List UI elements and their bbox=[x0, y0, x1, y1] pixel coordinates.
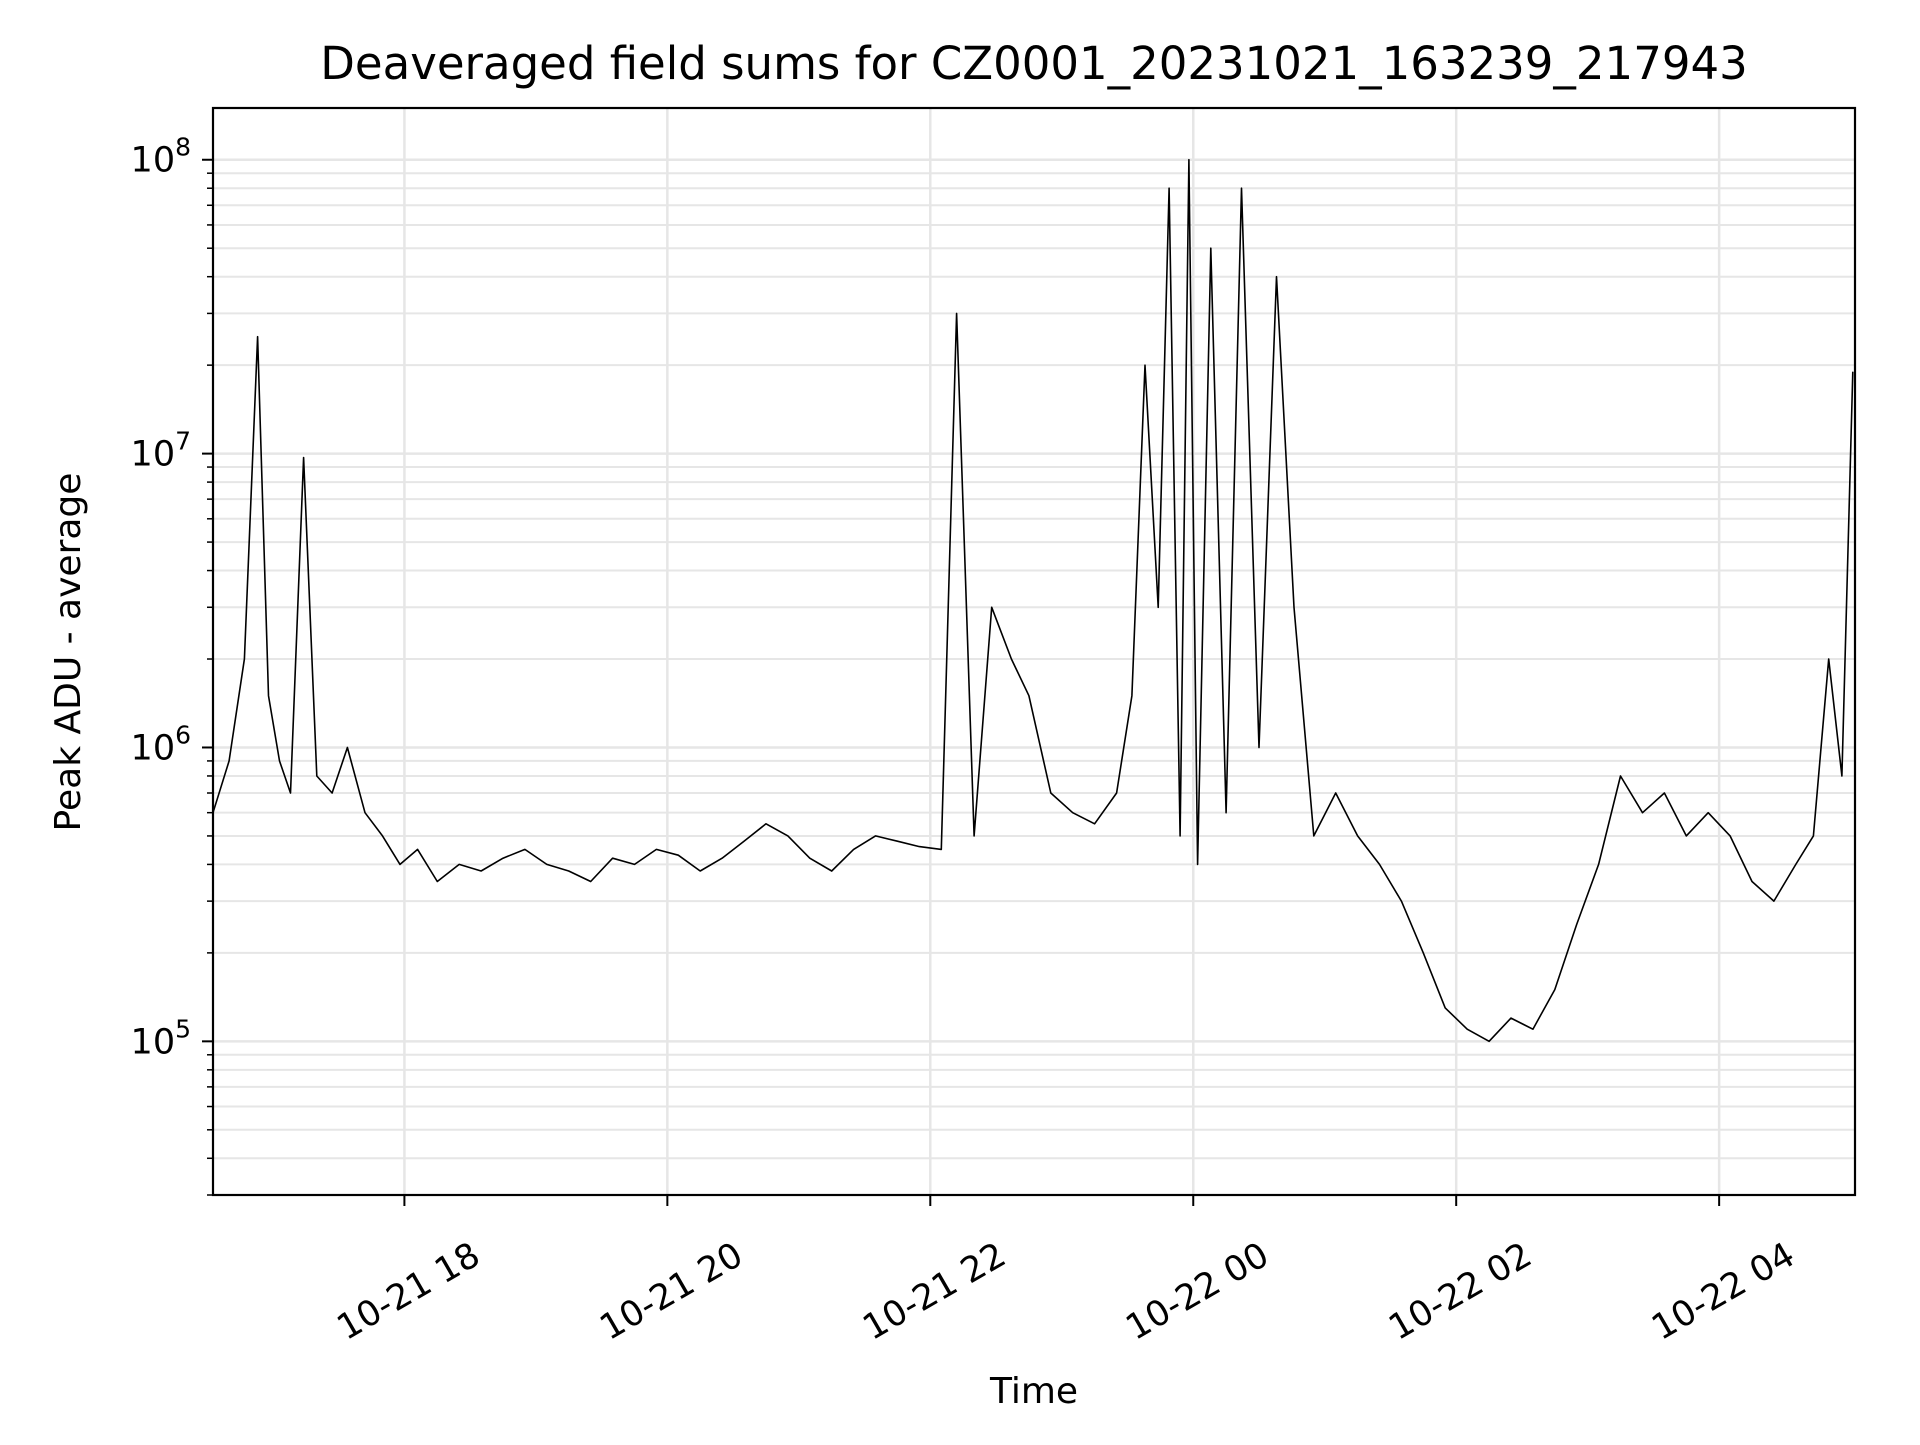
series-layer bbox=[212, 158, 1854, 1043]
y-tick-label: 105 bbox=[131, 1014, 191, 1062]
y-tick-label: 108 bbox=[131, 133, 191, 181]
y-axis-label: Peak ADU - average bbox=[48, 473, 89, 832]
y-tick-label: 107 bbox=[131, 427, 191, 475]
grid-lines bbox=[213, 108, 1855, 1196]
x-axis-label: Time bbox=[989, 1371, 1078, 1412]
plot-frame bbox=[211, 106, 1857, 1197]
y-tick-label: 106 bbox=[131, 720, 191, 768]
series-line bbox=[212, 158, 1854, 1043]
chart-title: Deaveraged field sums for CZ0001_2023102… bbox=[320, 37, 1747, 90]
